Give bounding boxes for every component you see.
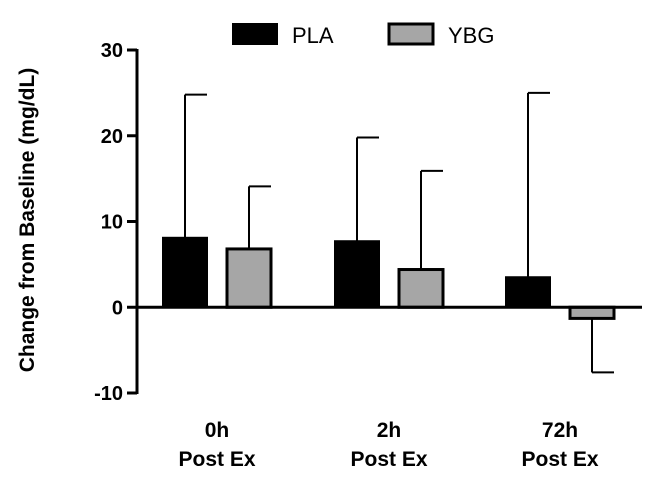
bar-pla-0 bbox=[162, 236, 208, 309]
legend-label-ybg: YBG bbox=[448, 23, 494, 48]
x-label-1-line2: Post Ex bbox=[350, 448, 427, 471]
axes bbox=[135, 49, 642, 394]
x-label-0-line1: 0h bbox=[205, 419, 230, 442]
x-label-2-line2: Post Ex bbox=[521, 448, 598, 471]
legend-swatch-pla bbox=[232, 23, 278, 45]
bar-pla-2 bbox=[505, 276, 551, 309]
y-tick-label: 0 bbox=[112, 297, 123, 319]
x-label-0-line2: Post Ex bbox=[178, 448, 255, 471]
legend: PLA YBG bbox=[232, 22, 494, 48]
y-axis-title: Change from Baseline (mg/dL) bbox=[16, 68, 39, 373]
x-label-2-line1: 72h bbox=[542, 419, 578, 442]
y-axis-ticks: 30 20 10 0 -10 bbox=[94, 40, 137, 405]
legend-swatch-ybg bbox=[387, 22, 435, 46]
legend-label-pla: PLA bbox=[292, 23, 334, 48]
x-label-1-line1: 2h bbox=[377, 419, 402, 442]
y-tick-label: -10 bbox=[94, 383, 123, 405]
bar-pla-1 bbox=[334, 240, 380, 309]
y-tick-label: 20 bbox=[101, 126, 123, 148]
y-tick-label: 10 bbox=[101, 212, 123, 234]
bar-ybg-2 bbox=[568, 305, 616, 320]
bar-ybg-0 bbox=[225, 247, 273, 309]
y-tick-label: 30 bbox=[101, 40, 123, 62]
bar-ybg-1 bbox=[397, 268, 445, 309]
x-axis-labels: 0h Post Ex 2h Post Ex 72h Post Ex bbox=[178, 419, 598, 471]
bars bbox=[162, 91, 616, 374]
